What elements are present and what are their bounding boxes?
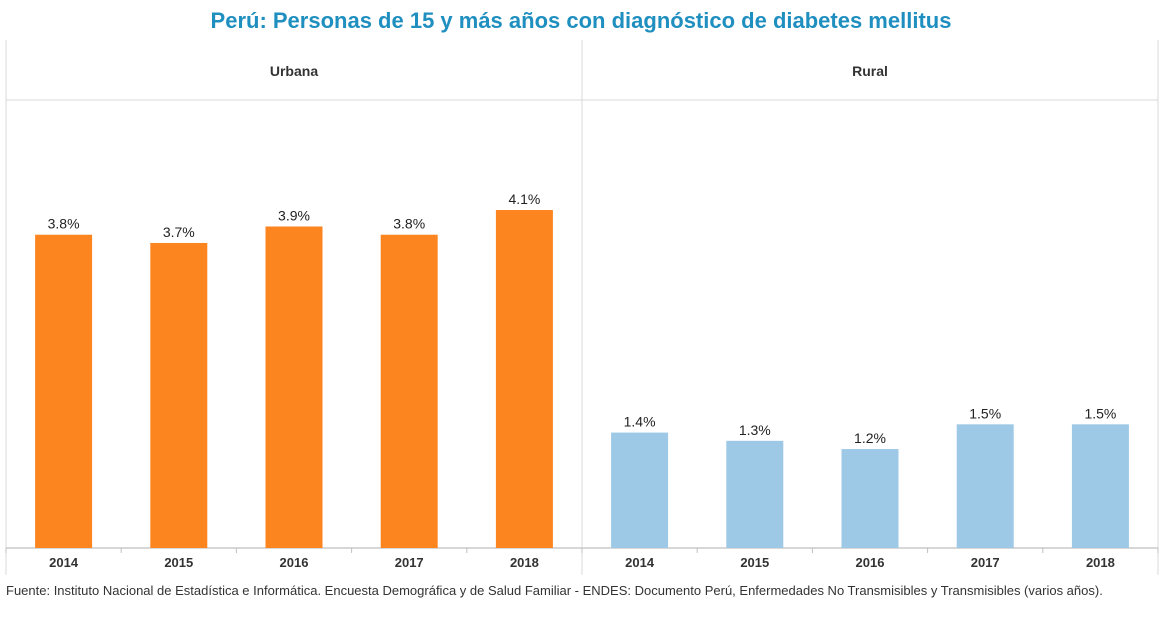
data-label-rural-2017: 1.5% xyxy=(969,405,1001,421)
x-tick-label-rural-2017: 2017 xyxy=(971,555,1000,570)
data-label-urbana-2014: 3.8% xyxy=(48,216,80,232)
x-tick-label-urbana-2018: 2018 xyxy=(510,555,539,570)
bar-rural-2015 xyxy=(726,440,784,548)
panel-header-urbana: Urbana xyxy=(270,63,318,79)
data-label-urbana-2018: 4.1% xyxy=(508,191,540,207)
bar-urbana-2014 xyxy=(35,234,93,549)
x-tick-label-urbana-2015: 2015 xyxy=(164,555,193,570)
data-label-urbana-2016: 3.9% xyxy=(278,207,310,223)
data-label-rural-2015: 1.3% xyxy=(739,422,771,438)
x-tick-label-urbana-2016: 2016 xyxy=(280,555,309,570)
bar-urbana-2017 xyxy=(380,234,438,549)
data-label-rural-2014: 1.4% xyxy=(624,414,656,430)
x-tick-label-rural-2018: 2018 xyxy=(1086,555,1115,570)
bar-urbana-2016 xyxy=(265,226,323,549)
chart: Urbana 3.8% 2014 3.7% 2015 3.9% 2016 3.8% 2017 4.… xyxy=(5,40,1159,575)
x-tick-label-rural-2016: 2016 xyxy=(856,555,885,570)
data-label-urbana-2017: 3.8% xyxy=(393,216,425,232)
bar-urbana-2015 xyxy=(150,242,208,548)
panel-header-rural: Rural xyxy=(852,63,888,79)
source-note: Fuente: Instituto Nacional de Estadístic… xyxy=(6,583,1103,598)
x-tick-label-rural-2015: 2015 xyxy=(740,555,769,570)
bar-rural-2018 xyxy=(1071,424,1129,548)
bar-rural-2014 xyxy=(611,432,669,548)
x-tick-label-urbana-2014: 2014 xyxy=(49,555,79,570)
data-label-rural-2016: 1.2% xyxy=(854,430,886,446)
bar-urbana-2018 xyxy=(495,210,553,548)
x-tick-label-urbana-2017: 2017 xyxy=(395,555,424,570)
data-label-rural-2018: 1.5% xyxy=(1084,405,1116,421)
data-label-urbana-2015: 3.7% xyxy=(163,224,195,240)
bar-rural-2017 xyxy=(956,424,1014,548)
bar-rural-2016 xyxy=(841,449,899,548)
chart-title: Perú: Personas de 15 y más años con diag… xyxy=(210,8,952,33)
x-tick-label-rural-2014: 2014 xyxy=(625,555,655,570)
